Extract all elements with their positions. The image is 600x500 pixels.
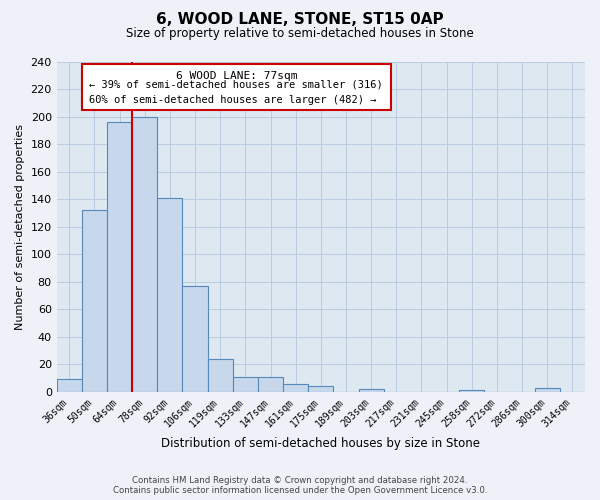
Bar bbox=[233, 376, 258, 392]
Bar bbox=[56, 380, 82, 392]
Bar bbox=[107, 122, 132, 392]
Bar bbox=[283, 384, 308, 392]
Text: ← 39% of semi-detached houses are smaller (316): ← 39% of semi-detached houses are smalle… bbox=[89, 80, 383, 90]
Text: 60% of semi-detached houses are larger (482) →: 60% of semi-detached houses are larger (… bbox=[89, 95, 377, 105]
Text: 6, WOOD LANE, STONE, ST15 0AP: 6, WOOD LANE, STONE, ST15 0AP bbox=[156, 12, 444, 28]
Bar bbox=[359, 389, 384, 392]
X-axis label: Distribution of semi-detached houses by size in Stone: Distribution of semi-detached houses by … bbox=[161, 437, 481, 450]
Bar bbox=[308, 386, 334, 392]
Y-axis label: Number of semi-detached properties: Number of semi-detached properties bbox=[15, 124, 25, 330]
Text: Size of property relative to semi-detached houses in Stone: Size of property relative to semi-detach… bbox=[126, 28, 474, 40]
Text: 6 WOOD LANE: 77sqm: 6 WOOD LANE: 77sqm bbox=[176, 71, 298, 81]
Bar bbox=[535, 388, 560, 392]
FancyBboxPatch shape bbox=[82, 64, 391, 110]
Bar bbox=[459, 390, 484, 392]
Bar bbox=[208, 359, 233, 392]
Bar bbox=[82, 210, 107, 392]
Text: Contains HM Land Registry data © Crown copyright and database right 2024.
Contai: Contains HM Land Registry data © Crown c… bbox=[113, 476, 487, 495]
Bar bbox=[258, 376, 283, 392]
Bar bbox=[157, 198, 182, 392]
Bar bbox=[182, 286, 208, 392]
Bar bbox=[132, 116, 157, 392]
